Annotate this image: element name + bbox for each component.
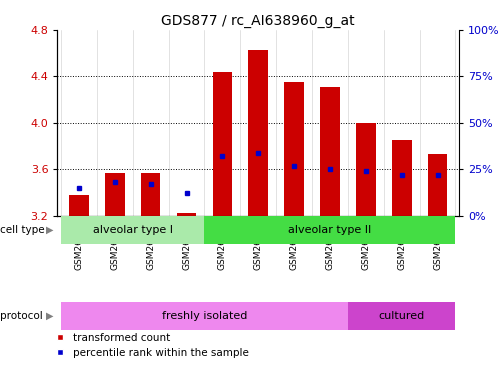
Bar	[428, 154, 448, 216]
Bar	[249, 50, 268, 216]
Bar	[320, 87, 340, 216]
Bar	[61, 216, 205, 244]
Bar	[141, 173, 161, 216]
Text: ▶: ▶	[46, 311, 53, 321]
Bar	[205, 216, 456, 244]
Text: cell type: cell type	[0, 225, 45, 235]
Text: cultured: cultured	[379, 311, 425, 321]
Bar	[105, 173, 125, 216]
Bar	[284, 82, 304, 216]
Bar	[69, 195, 89, 216]
Title: GDS877 / rc_AI638960_g_at: GDS877 / rc_AI638960_g_at	[161, 13, 355, 28]
Bar	[392, 140, 412, 216]
Bar	[213, 72, 232, 216]
Text: freshly isolated: freshly isolated	[162, 311, 247, 321]
Bar	[348, 302, 456, 330]
Bar	[61, 302, 348, 330]
Bar	[356, 123, 376, 216]
Text: alveolar type II: alveolar type II	[288, 225, 372, 235]
Text: alveolar type I: alveolar type I	[93, 225, 173, 235]
Text: protocol: protocol	[0, 311, 43, 321]
Text: ▶: ▶	[46, 225, 53, 235]
Bar	[177, 213, 197, 216]
Legend: transformed count, percentile rank within the sample: transformed count, percentile rank withi…	[45, 329, 253, 362]
